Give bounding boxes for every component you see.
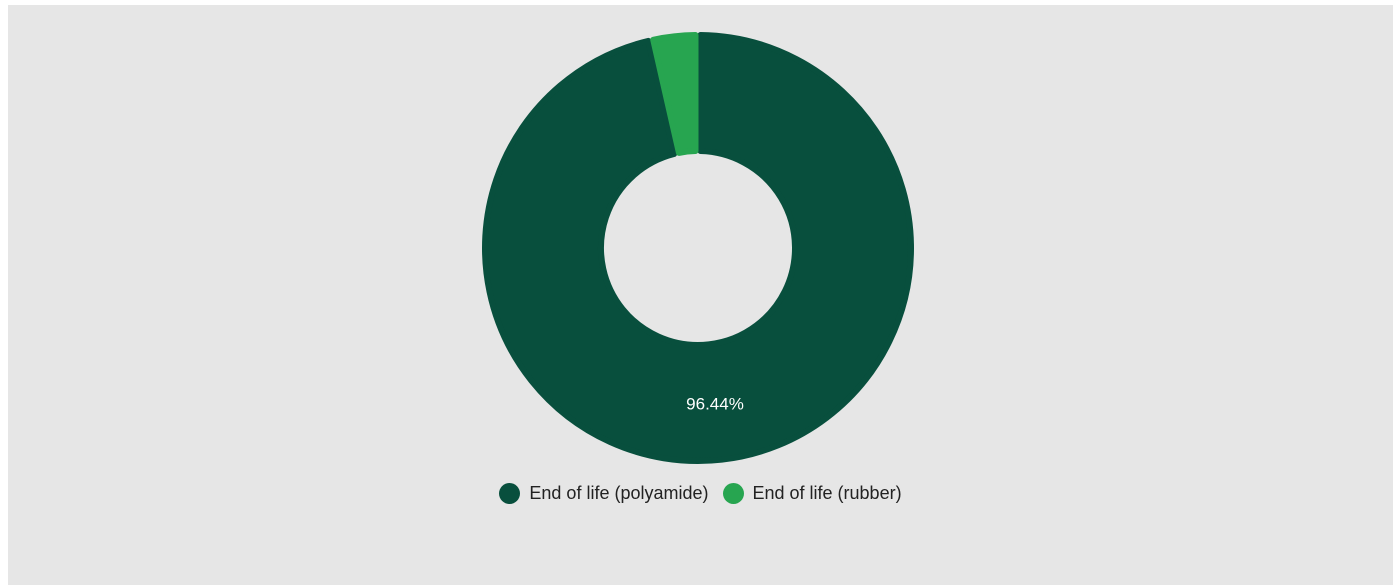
legend-swatch-polyamide: [499, 483, 521, 504]
chart-panel: 96.44% End of life (polyamide) End of li…: [8, 5, 1393, 585]
legend-item-rubber[interactable]: End of life (rubber): [722, 483, 902, 504]
slice-rubber[interactable]: [650, 32, 699, 156]
legend-item-polyamide[interactable]: End of life (polyamide): [499, 483, 709, 504]
slice-label-polyamide: 96.44%: [686, 394, 744, 413]
legend-label-rubber: End of life (rubber): [752, 483, 902, 503]
slice-polyamide[interactable]: [482, 32, 914, 464]
legend-swatch-rubber: [722, 483, 744, 504]
chart-legend: End of life (polyamide) End of life (rub…: [8, 483, 1393, 504]
legend-label-polyamide: End of life (polyamide): [529, 483, 709, 503]
donut-chart: 96.44%: [482, 32, 914, 464]
